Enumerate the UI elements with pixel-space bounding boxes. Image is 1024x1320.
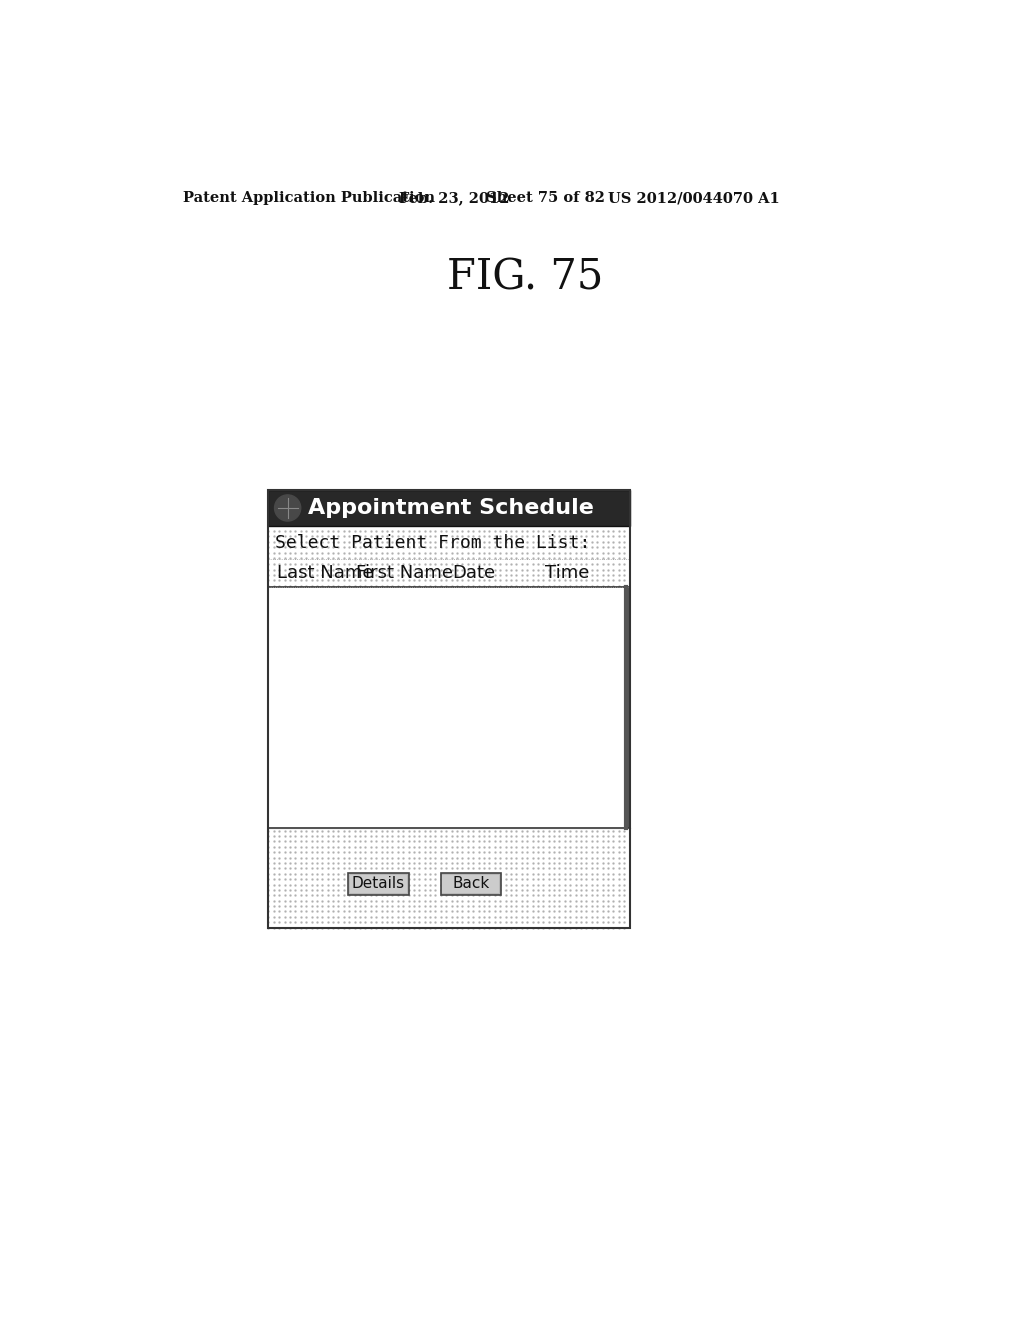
Text: Patent Application Publication: Patent Application Publication bbox=[183, 191, 435, 206]
Circle shape bbox=[274, 495, 301, 521]
Bar bbox=[267, 490, 630, 527]
Bar bbox=[267, 490, 630, 928]
Text: Appointment Schedule: Appointment Schedule bbox=[307, 498, 594, 517]
Text: Select Patient From the List:: Select Patient From the List: bbox=[275, 533, 591, 552]
Text: Time: Time bbox=[545, 564, 589, 582]
Text: Sheet 75 of 82: Sheet 75 of 82 bbox=[486, 191, 605, 206]
Bar bbox=[348, 873, 409, 895]
Text: FIG. 75: FIG. 75 bbox=[446, 257, 603, 298]
Text: Last Name: Last Name bbox=[276, 564, 374, 582]
Text: Feb. 23, 2012: Feb. 23, 2012 bbox=[398, 191, 509, 206]
Bar bbox=[441, 873, 501, 895]
Bar bbox=[442, 874, 500, 892]
Text: Back: Back bbox=[453, 876, 489, 891]
Text: First Name: First Name bbox=[356, 564, 454, 582]
Text: Details: Details bbox=[352, 876, 406, 891]
Text: Date: Date bbox=[453, 564, 496, 582]
Bar bbox=[350, 874, 407, 892]
Bar bbox=[268, 586, 629, 829]
Bar bbox=[267, 527, 630, 558]
Text: US 2012/0044070 A1: US 2012/0044070 A1 bbox=[608, 191, 779, 206]
